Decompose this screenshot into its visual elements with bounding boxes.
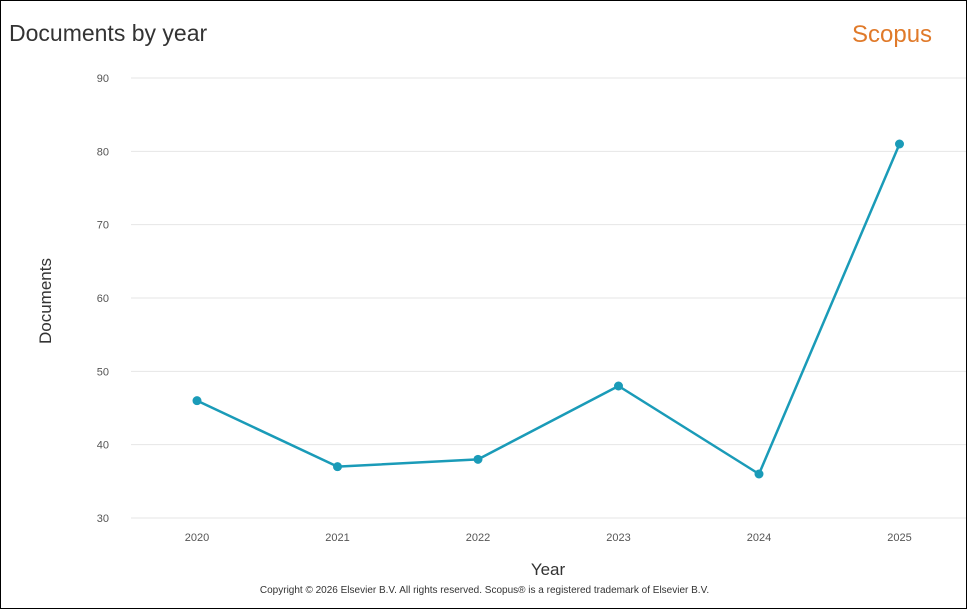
data-point xyxy=(192,396,202,406)
y-tick-label: 60 xyxy=(97,293,109,305)
x-tick-label: 2020 xyxy=(185,532,209,544)
data-point xyxy=(895,139,904,149)
x-tick-label: 2022 xyxy=(466,532,490,544)
x-tick-label: 2024 xyxy=(747,532,771,544)
gridlines xyxy=(131,77,966,519)
x-tick-label: 2023 xyxy=(606,532,630,544)
chart-title: Documents by year xyxy=(9,20,208,46)
y-tick-label: 40 xyxy=(97,440,109,452)
x-tick-label: 2025 xyxy=(887,532,911,544)
y-tick-label: 90 xyxy=(97,73,109,85)
x-tick-label: 2021 xyxy=(325,532,349,544)
data-point xyxy=(473,454,483,464)
copyright-notice: Copyright © 2026 Elsevier B.V. All right… xyxy=(259,585,710,596)
data-point xyxy=(614,381,623,391)
scopus-logo: Scopus xyxy=(852,21,933,48)
x-axis-ticks: 2020 2021 2022 2023 2024 2025 xyxy=(185,532,912,544)
series-layer xyxy=(192,139,904,479)
series-line xyxy=(196,143,901,476)
y-tick-label: 80 xyxy=(97,146,109,158)
y-tick-label: 70 xyxy=(97,220,109,232)
y-axis-label: Documents xyxy=(36,258,55,344)
y-tick-label: 30 xyxy=(97,513,109,525)
data-point xyxy=(754,469,764,479)
x-axis-label: Year xyxy=(531,560,566,579)
y-tick-label: 50 xyxy=(97,366,109,378)
data-point xyxy=(333,462,342,472)
y-axis-ticks: 30 40 50 60 70 80 90 xyxy=(97,73,109,525)
